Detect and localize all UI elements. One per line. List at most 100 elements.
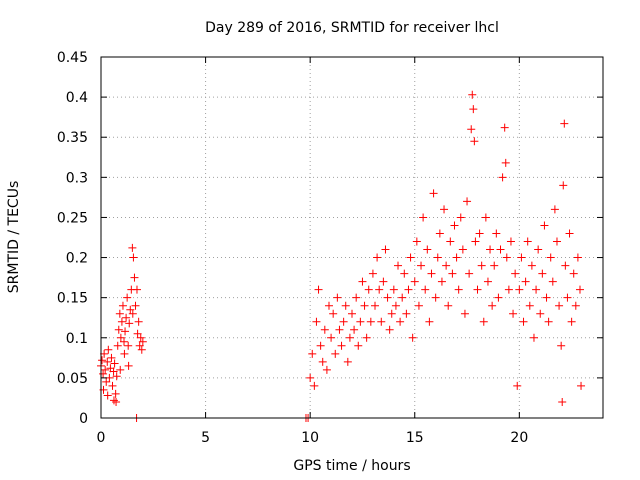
x-tick-label: 15 bbox=[406, 430, 424, 446]
data-point bbox=[366, 317, 375, 326]
data-point bbox=[471, 237, 480, 246]
y-tick-label: 0.05 bbox=[57, 371, 88, 387]
data-point bbox=[104, 345, 113, 354]
data-point bbox=[364, 285, 373, 294]
data-point bbox=[456, 213, 465, 222]
data-point bbox=[394, 261, 403, 270]
data-point bbox=[410, 277, 419, 286]
data-point bbox=[429, 189, 438, 198]
data-point bbox=[529, 333, 538, 342]
data-point bbox=[431, 293, 440, 302]
data-point bbox=[337, 341, 346, 350]
data-point bbox=[122, 313, 131, 322]
data-point bbox=[523, 237, 532, 246]
data-point bbox=[135, 341, 144, 350]
data-point bbox=[130, 273, 139, 282]
data-point bbox=[112, 397, 121, 406]
data-point bbox=[113, 341, 122, 350]
data-point bbox=[114, 325, 123, 334]
data-point bbox=[138, 337, 147, 346]
data-point bbox=[463, 197, 472, 206]
data-point bbox=[525, 301, 534, 310]
data-point bbox=[454, 285, 463, 294]
data-point bbox=[373, 253, 382, 262]
data-point bbox=[360, 301, 369, 310]
data-point bbox=[343, 357, 352, 366]
data-points bbox=[97, 90, 586, 422]
data-point bbox=[133, 329, 142, 338]
data-point bbox=[498, 173, 507, 182]
data-point bbox=[377, 317, 386, 326]
data-point bbox=[358, 277, 367, 286]
data-point bbox=[506, 237, 515, 246]
y-tick-label: 0.2 bbox=[66, 251, 88, 267]
data-point bbox=[368, 269, 377, 278]
data-point bbox=[339, 317, 348, 326]
data-point bbox=[103, 357, 112, 366]
data-point bbox=[468, 90, 477, 99]
x-tick-label: 10 bbox=[301, 430, 319, 446]
axis-ticks bbox=[100, 56, 603, 419]
y-tick-label: 0.1 bbox=[66, 331, 88, 347]
data-point bbox=[406, 253, 415, 262]
data-point bbox=[558, 397, 567, 406]
data-point bbox=[329, 309, 338, 318]
data-point bbox=[118, 301, 127, 310]
data-point bbox=[345, 333, 354, 342]
data-point bbox=[460, 309, 469, 318]
data-point bbox=[381, 245, 390, 254]
data-point bbox=[435, 229, 444, 238]
data-point bbox=[331, 349, 340, 358]
data-point bbox=[136, 333, 145, 342]
data-point bbox=[101, 365, 110, 374]
data-point bbox=[335, 325, 344, 334]
data-point bbox=[467, 125, 476, 134]
x-tick-label: 0 bbox=[97, 430, 106, 446]
data-point bbox=[341, 301, 350, 310]
data-point bbox=[333, 293, 342, 302]
data-point bbox=[132, 285, 141, 294]
data-point bbox=[511, 269, 520, 278]
data-point bbox=[383, 293, 392, 302]
data-point bbox=[354, 341, 363, 350]
data-point bbox=[375, 285, 384, 294]
data-point bbox=[469, 105, 478, 114]
y-tick-label: 0.45 bbox=[57, 50, 88, 66]
data-point bbox=[548, 277, 557, 286]
data-point bbox=[479, 317, 488, 326]
data-point bbox=[477, 261, 486, 270]
data-point bbox=[314, 285, 323, 294]
data-point bbox=[318, 357, 327, 366]
data-point bbox=[134, 317, 143, 326]
data-point bbox=[110, 359, 119, 368]
data-point bbox=[470, 137, 479, 146]
data-point bbox=[137, 345, 146, 354]
data-point bbox=[552, 237, 561, 246]
data-point bbox=[425, 317, 434, 326]
data-point bbox=[417, 261, 426, 270]
data-point bbox=[481, 213, 490, 222]
data-point bbox=[400, 269, 409, 278]
data-point bbox=[116, 365, 125, 374]
data-point bbox=[502, 253, 511, 262]
data-point bbox=[423, 245, 432, 254]
data-point bbox=[517, 253, 526, 262]
data-point bbox=[521, 277, 530, 286]
data-point bbox=[567, 317, 576, 326]
data-point bbox=[504, 285, 513, 294]
data-point bbox=[569, 269, 578, 278]
x-tick-label: 20 bbox=[510, 430, 528, 446]
data-point bbox=[452, 253, 461, 262]
data-point bbox=[322, 365, 331, 374]
data-point bbox=[109, 367, 118, 376]
data-point bbox=[527, 261, 536, 270]
data-point bbox=[116, 333, 125, 342]
data-point bbox=[540, 221, 549, 230]
data-point bbox=[488, 301, 497, 310]
data-point bbox=[538, 269, 547, 278]
y-tick-labels: 0 0.05 0.1 0.15 0.2 0.25 0.3 0.35 0.4 0.45 bbox=[57, 50, 88, 427]
data-point bbox=[125, 319, 134, 328]
data-point bbox=[124, 341, 133, 350]
data-point bbox=[486, 245, 495, 254]
